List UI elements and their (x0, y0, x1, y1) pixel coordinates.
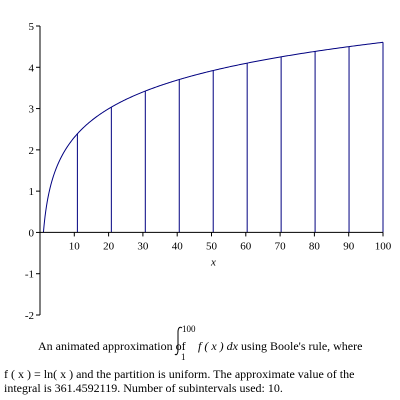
y-tick-label: 2 (29, 145, 35, 157)
caption-integrand-and-method: f ( x ) dx using Boole's rule, where (198, 339, 362, 354)
y-tick-label: 3 (29, 104, 35, 116)
integral-symbol (174, 326, 183, 356)
caption-line-3: integral is 361.4592119. Number of subin… (4, 381, 283, 395)
x-tick-label: 80 (309, 240, 321, 252)
x-tick-label: 100 (375, 240, 392, 252)
x-tick-label: 50 (206, 240, 218, 252)
integral-lower-limit: 1 (181, 352, 186, 362)
x-tick-label: 10 (69, 240, 81, 252)
x-ticks: 10 20 30 40 50 60 70 80 90 100 (69, 232, 392, 252)
y-tick-label: -1 (25, 269, 34, 281)
integral-upper-limit: 100 (182, 324, 196, 334)
integral-sign: 100 1 (174, 322, 198, 364)
chart: -2 -1 0 1 2 3 4 5 10 20 30 40 50 60 70 80 90 100 x (25, 21, 392, 320)
caption-line-2: f ( x ) = ln( x ) and the partition is u… (4, 367, 355, 381)
x-tick-label: 20 (103, 240, 115, 252)
integrand: f ( x ) dx (198, 339, 238, 353)
x-tick-label: 30 (137, 240, 149, 252)
x-axis-title: x (210, 256, 216, 268)
x-tick-label: 70 (275, 240, 287, 252)
x-tick-label: 60 (240, 240, 252, 252)
y-tick-label: 1 (29, 186, 35, 198)
caption-line-1: An animated approximation of 100 1 f ( x… (0, 322, 400, 364)
y-tick-label: 4 (29, 62, 35, 74)
y-tick-label: 0 (29, 227, 35, 239)
y-tick-label: -2 (25, 310, 34, 320)
caption-method: using Boole's rule, where (240, 339, 363, 353)
x-tick-label: 90 (343, 240, 355, 252)
y-tick-label: 5 (29, 21, 35, 33)
x-tick-label: 40 (172, 240, 184, 252)
caption-intro: An animated approximation of (38, 339, 186, 353)
y-ticks: -2 -1 0 1 2 3 4 5 (25, 21, 40, 320)
partition-lines (76, 42, 384, 233)
ln-curve (42, 41, 384, 233)
